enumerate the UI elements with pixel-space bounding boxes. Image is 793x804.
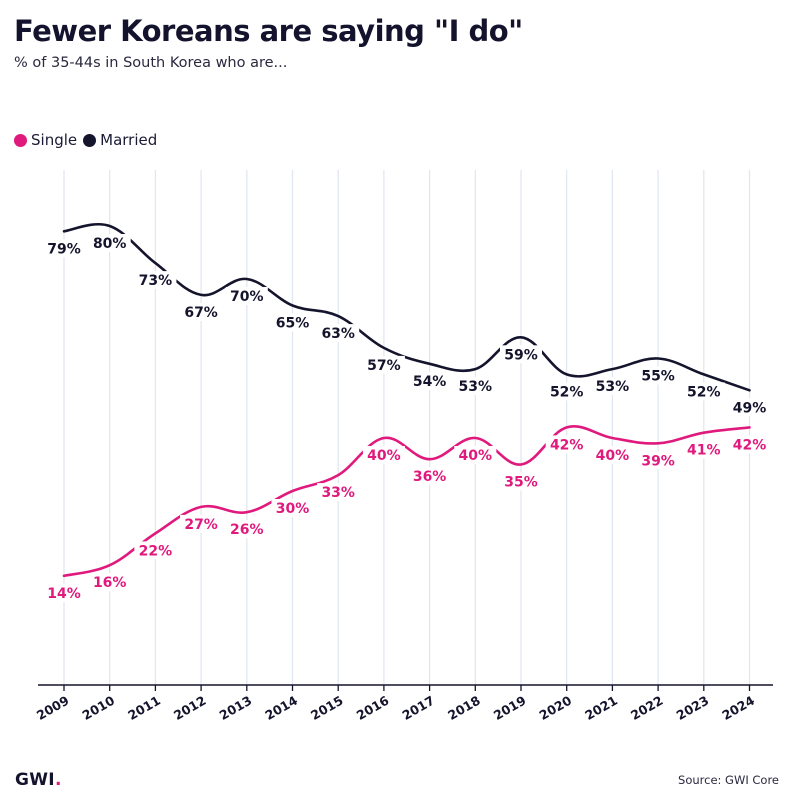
data-label-single-2023: 41%	[687, 443, 721, 459]
data-label-bg-single-2020	[545, 435, 588, 454]
data-label-bg-single-2019	[500, 472, 542, 491]
series-line-married	[62, 222, 751, 392]
source-note: Source: GWI Core	[678, 773, 779, 787]
legend-swatch-married	[83, 133, 97, 147]
data-label-single-2010: 16%	[93, 575, 127, 591]
data-label-bg-married-2011	[134, 271, 177, 290]
chart-title: Fewer Koreans are saying "I do"	[14, 14, 523, 48]
x-tick-label-2010: 2010	[80, 692, 118, 723]
data-label-married-2019: 59%	[504, 347, 538, 363]
data-label-bg-single-2014	[271, 499, 314, 517]
x-tick-label-2013: 2013	[217, 693, 255, 723]
data-label-bg-married-2015	[317, 324, 360, 343]
data-label-single-2016: 40%	[367, 448, 401, 464]
legend-label-single: Single	[31, 131, 78, 149]
data-label-single-2015: 33%	[321, 485, 355, 501]
data-label-married-2016: 57%	[367, 358, 401, 374]
data-label-bg-married-2017	[408, 371, 451, 390]
data-label-bg-single-2013	[225, 520, 268, 539]
data-label-bg-single-2016	[362, 446, 405, 464]
data-label-bg-single-2023	[682, 440, 725, 459]
data-label-married-2014: 65%	[276, 316, 310, 332]
legend-item-married: Married	[83, 131, 157, 149]
data-label-married-2022: 55%	[641, 369, 675, 385]
data-label-bg-single-2011	[134, 541, 177, 560]
data-label-married-2020: 52%	[550, 384, 584, 400]
data-label-bg-married-2013	[225, 287, 268, 305]
data-label-bg-single-2010	[88, 573, 131, 592]
data-label-single-2014: 30%	[276, 501, 310, 517]
data-label-bg-married-2016	[362, 355, 405, 374]
x-tick-label-2011: 2011	[125, 693, 163, 723]
data-label-single-2019: 35%	[504, 475, 538, 491]
x-tick-label-2020: 2020	[537, 692, 575, 723]
x-tick-label-2022: 2022	[628, 693, 666, 723]
data-label-bg-single-2024	[728, 435, 771, 454]
legend: Single Married	[14, 131, 163, 149]
data-label-married-2011: 73%	[139, 273, 173, 289]
data-label-bg-single-2009	[43, 583, 85, 602]
legend-label-married: Married	[100, 131, 158, 149]
data-label-bg-married-2020	[545, 382, 588, 401]
data-label-single-2021: 40%	[596, 448, 630, 464]
data-label-married-2023: 52%	[687, 384, 721, 400]
data-label-married-2017: 54%	[413, 374, 447, 390]
data-label-married-2024: 49%	[733, 400, 767, 416]
data-label-bg-married-2022	[637, 366, 680, 385]
chart-subtitle: % of 35-44s in South Korea who are...	[14, 55, 288, 71]
data-label-married-2010: 80%	[93, 236, 127, 252]
data-label-bg-married-2010	[88, 234, 131, 252]
x-tick-label-2019: 2019	[491, 693, 529, 723]
data-label-bg-single-2021	[591, 446, 634, 464]
x-tick-label-2009: 2009	[34, 693, 72, 723]
data-label-married-2013: 70%	[230, 289, 264, 305]
data-label-single-2022: 39%	[641, 453, 675, 469]
x-tick-label-2017: 2017	[399, 693, 437, 723]
x-tick-label-2018: 2018	[445, 693, 483, 723]
series-line-single	[62, 425, 751, 578]
data-label-bg-single-2015	[317, 483, 360, 502]
x-tick-label-2016: 2016	[354, 692, 392, 723]
legend-swatch-single	[14, 133, 27, 147]
x-tick-label-2023: 2023	[674, 693, 712, 723]
data-label-single-2009: 14%	[47, 586, 81, 602]
data-label-bg-single-2017	[408, 467, 451, 486]
data-label-bg-married-2019	[500, 345, 542, 364]
data-label-single-2020: 42%	[550, 437, 584, 453]
data-label-single-2018: 40%	[459, 448, 493, 464]
logo-text: GWI	[15, 770, 55, 790]
data-label-single-2012: 27%	[184, 517, 218, 533]
data-label-bg-married-2012	[180, 302, 223, 321]
data-label-bg-single-2018	[454, 446, 497, 464]
data-label-single-2024: 42%	[733, 437, 767, 453]
data-label-single-2011: 22%	[139, 543, 173, 559]
data-label-married-2012: 67%	[184, 305, 218, 321]
data-label-bg-married-2021	[591, 377, 634, 396]
data-label-married-2015: 63%	[321, 326, 355, 342]
x-tick-label-2015: 2015	[308, 693, 346, 723]
gwi-logo: GWI.	[15, 770, 62, 790]
x-tick-label-2012: 2012	[171, 693, 209, 723]
legend-item-single: Single	[14, 131, 77, 149]
data-label-bg-married-2018	[454, 377, 497, 396]
logo-dot: .	[54, 770, 62, 790]
x-tick-label-2024: 2024	[719, 692, 757, 723]
data-label-bg-married-2014	[271, 313, 314, 332]
data-label-single-2017: 36%	[413, 469, 447, 485]
data-label-bg-married-2023	[682, 382, 725, 401]
data-label-bg-single-2012	[180, 514, 223, 533]
data-label-married-2021: 53%	[596, 379, 630, 395]
data-label-married-2009: 79%	[47, 241, 81, 257]
x-tick-label-2014: 2014	[262, 692, 300, 723]
x-tick-label-2021: 2021	[582, 693, 620, 723]
data-label-bg-single-2022	[637, 451, 680, 470]
data-label-bg-married-2009	[43, 239, 85, 258]
data-label-married-2018: 53%	[459, 379, 493, 395]
data-label-bg-married-2024	[728, 398, 771, 417]
data-label-single-2013: 26%	[230, 522, 264, 538]
